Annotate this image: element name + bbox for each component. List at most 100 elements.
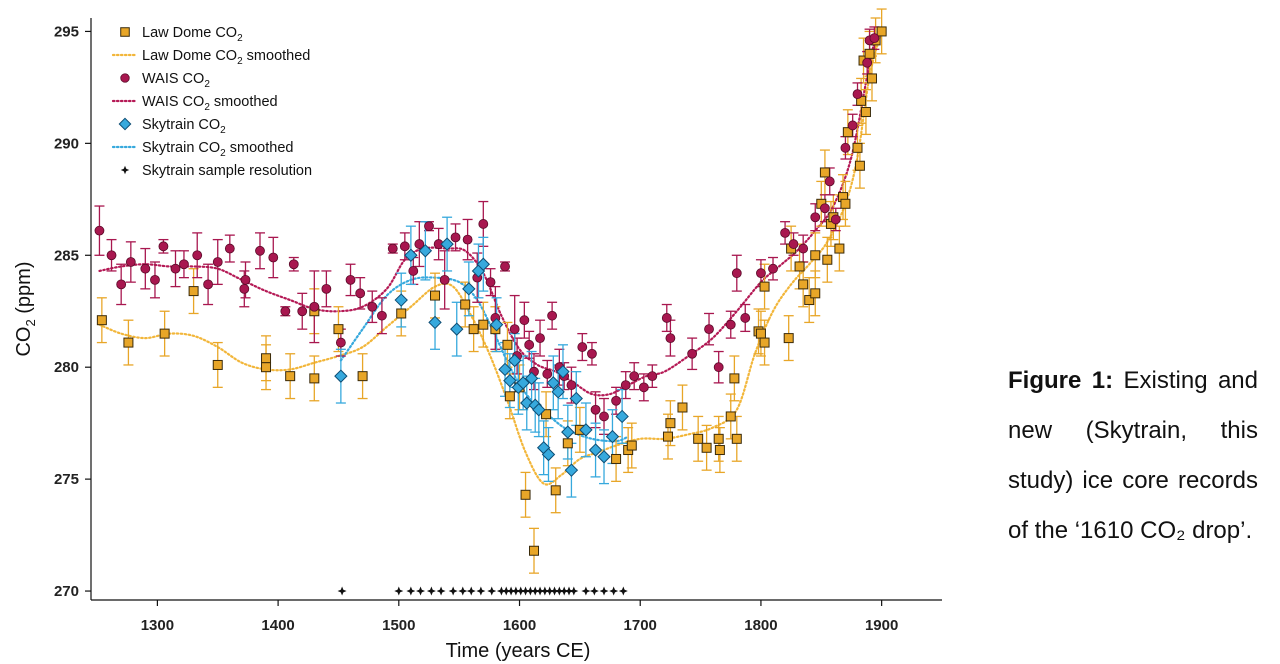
law-dome-point: [822, 254, 833, 265]
legend-entry-text: Skytrain CO: [142, 140, 220, 156]
law-dome-point: [755, 328, 766, 339]
wais-point: [335, 337, 346, 348]
legend-marker-swatch: [120, 165, 130, 175]
law-dome-point: [478, 319, 489, 330]
law-dome-point: [261, 353, 272, 364]
law-dome-point: [759, 337, 770, 348]
wais-point: [824, 176, 835, 187]
wais-point: [577, 342, 588, 352]
y-tick-label: 285: [54, 247, 79, 264]
sample-resolution-point: [466, 586, 476, 596]
law-dome-point: [677, 402, 688, 413]
skytrain-point: [546, 376, 561, 390]
sample-resolution-point: [525, 586, 535, 596]
wais-point: [665, 333, 676, 344]
skytrain-point: [507, 353, 522, 368]
legend-entry-subscript: 2: [220, 148, 226, 159]
law-dome-point: [460, 299, 471, 310]
law-dome-point: [520, 489, 531, 500]
legend-entry-suffix: smoothed: [210, 94, 278, 110]
sample-resolution-point: [394, 586, 404, 596]
legend-entry-text: Law Dome CO: [142, 48, 237, 64]
wais-point: [768, 263, 778, 274]
law-dome-point: [261, 362, 272, 373]
wais-point: [500, 261, 510, 272]
wais-point: [547, 310, 558, 321]
skytrain-point: [516, 376, 530, 390]
law-dome-point: [794, 261, 805, 272]
wais-point: [661, 313, 672, 323]
legend-entry-text: Law Dome CO: [142, 25, 237, 41]
sample-resolution-point: [337, 586, 347, 596]
legend-entry-label: WAIS CO2 smoothed: [142, 94, 278, 113]
wais-point: [203, 279, 213, 290]
sample-resolution-point: [545, 586, 555, 596]
wais-point: [106, 250, 117, 261]
x-ticks: 1300 1400 1500 1600 1700 1800 1900: [141, 600, 898, 634]
wais-point: [239, 283, 250, 294]
wais-point: [687, 348, 698, 359]
wais-point: [587, 348, 597, 359]
sample-resolution-point: [476, 586, 486, 596]
sample-resolution-point: [458, 586, 468, 596]
legend-entry-subscript: 2: [237, 56, 243, 67]
law-dome-point: [188, 286, 199, 297]
sample-resolution-point: [550, 586, 560, 596]
legend-marker-swatch: [120, 73, 130, 83]
wais-point: [288, 259, 299, 270]
wais-point: [731, 268, 742, 279]
y-tick-label: 295: [54, 23, 79, 40]
sample-resolution-point: [540, 586, 550, 596]
x-tick-label: 1800: [744, 617, 777, 634]
law-dome-point: [834, 243, 845, 254]
wais-point: [638, 382, 649, 393]
sample-resolution-markers: [337, 586, 628, 596]
law-dome-point: [123, 337, 134, 348]
skytrain-point: [440, 237, 454, 251]
sample-resolution-point: [511, 586, 521, 596]
law-dome-point: [860, 107, 871, 118]
law-dome-point: [96, 315, 107, 326]
wais-point: [780, 227, 790, 238]
wais-point: [519, 315, 530, 326]
law-dome-point: [729, 373, 740, 384]
law-dome-point: [842, 127, 853, 138]
skytrain-point: [597, 450, 611, 464]
axes: [90, 18, 942, 601]
wais-point: [599, 411, 609, 422]
law-dome-point: [504, 391, 515, 402]
wais-point: [280, 306, 291, 317]
wais-point: [629, 371, 640, 382]
sample-resolution-point: [416, 586, 426, 596]
data-markers: [94, 26, 887, 556]
wais-point: [542, 369, 553, 379]
law-dome-point: [468, 324, 479, 335]
wais-point: [535, 333, 545, 344]
law-dome-point: [713, 433, 724, 444]
x-tick-label: 1300: [141, 617, 174, 634]
legend-entry-text: WAIS CO: [142, 71, 204, 87]
wais-point: [309, 301, 320, 312]
wais-point: [713, 362, 724, 373]
wais-point: [840, 142, 851, 153]
law-dome-point: [714, 445, 725, 456]
y-axis-title: CO2 (ppm): [13, 261, 38, 356]
skytrain-point: [498, 362, 512, 377]
wais-point: [590, 404, 601, 415]
legend-entry-subscript: 2: [204, 102, 210, 113]
wais-point: [414, 239, 425, 249]
skytrain-point: [503, 373, 517, 388]
skytrain-point: [476, 257, 491, 271]
y-tick-label: 290: [54, 135, 79, 152]
legend-entry-text: Skytrain sample resolution: [142, 163, 312, 179]
legend-entry-suffix: smoothed: [226, 140, 294, 156]
skytrain-point: [556, 364, 570, 379]
wais-point: [255, 245, 265, 256]
legend-entry-label: Law Dome CO2: [142, 25, 243, 44]
sample-resolution-point: [554, 586, 564, 596]
sample-resolution-point: [530, 586, 540, 596]
sample-resolution-point: [581, 586, 591, 596]
law-dome-point: [783, 333, 794, 344]
legend-marker-swatch: [120, 27, 130, 37]
law-dome-point: [529, 545, 540, 556]
